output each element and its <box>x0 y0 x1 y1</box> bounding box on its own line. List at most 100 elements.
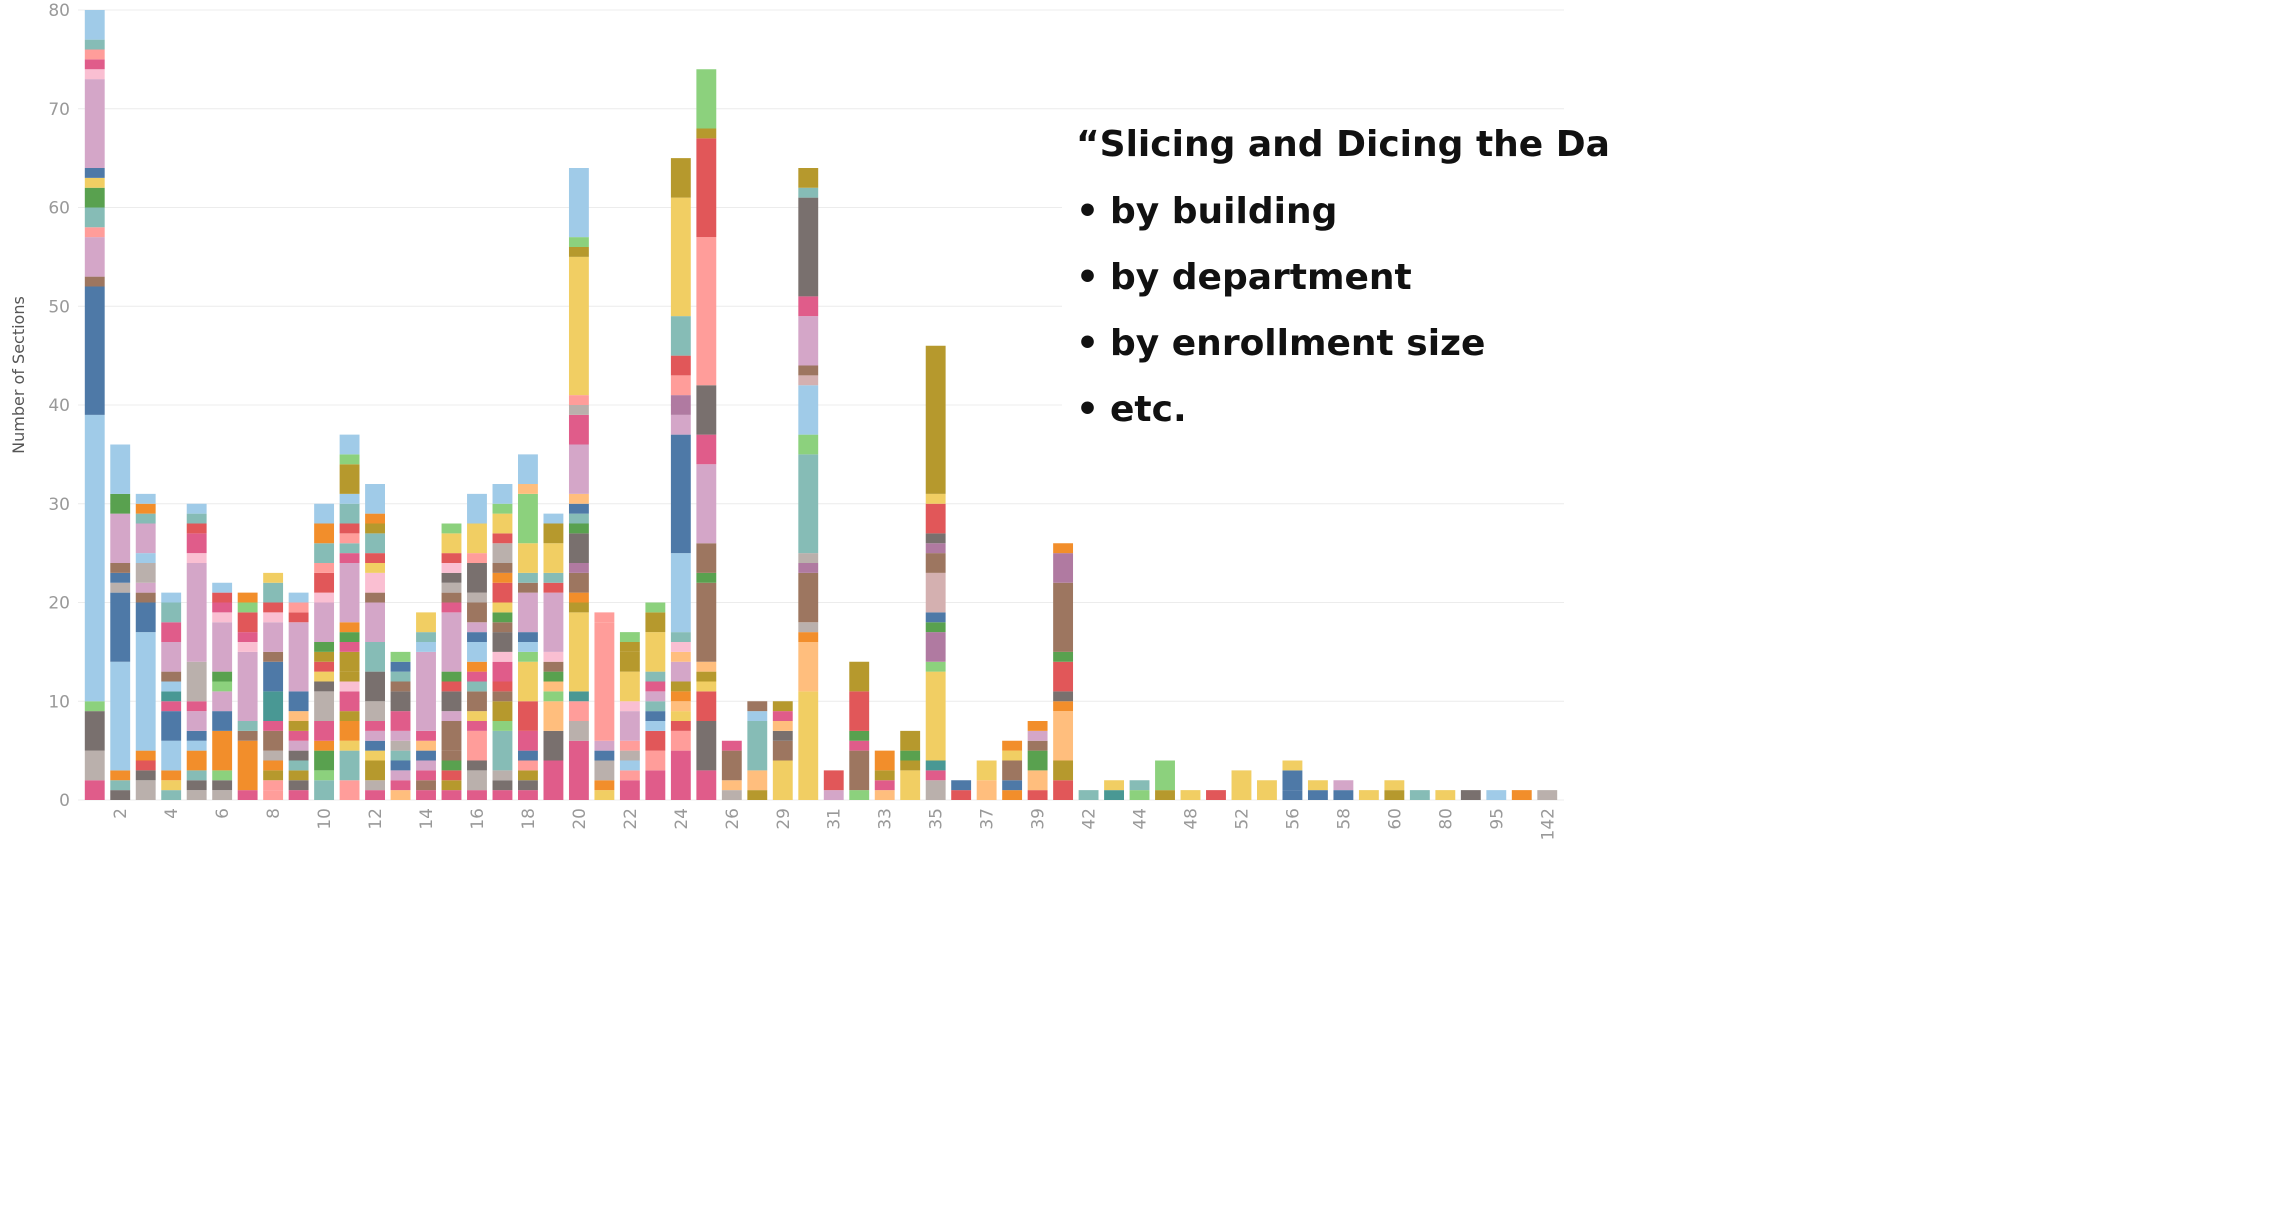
bar-segment <box>441 750 462 761</box>
bar-segment <box>467 523 487 554</box>
callout-item: • by building <box>1076 190 1485 256</box>
x-tick-label: 60 <box>1385 808 1405 830</box>
bar-segment <box>339 543 360 554</box>
bar-segment <box>670 691 691 702</box>
bar-segment <box>619 780 640 800</box>
bar-segment <box>441 780 462 791</box>
bar-segment <box>543 582 564 593</box>
bar-segment <box>161 711 182 741</box>
bar-segment <box>390 671 411 682</box>
bar-segment <box>288 711 309 721</box>
bar-segment <box>492 780 513 791</box>
bar-segment <box>543 592 564 652</box>
bar-segment <box>543 513 564 524</box>
bar-segment <box>1053 543 1074 554</box>
bar-stack <box>1358 790 1379 800</box>
callout-panel: “Slicing and Dicing the Da • by building … <box>1062 118 1622 448</box>
bar-segment <box>161 642 182 672</box>
bar-segment <box>416 612 436 633</box>
bar-segment <box>390 760 411 771</box>
bar-segment <box>212 691 233 712</box>
bar-segment <box>721 780 742 791</box>
bar-segment <box>441 582 462 593</box>
bar-segment <box>925 345 946 494</box>
bar-segment <box>874 780 895 791</box>
bar-segment <box>339 711 360 721</box>
x-tick-label: 33 <box>876 808 896 830</box>
bar-segment <box>467 622 487 633</box>
bar-segment <box>314 750 335 771</box>
bar-segment <box>212 790 233 800</box>
bar-stack <box>1307 780 1328 800</box>
bar-segment <box>543 681 564 692</box>
bar-segment <box>212 770 233 781</box>
bar-segment <box>441 790 462 800</box>
bar-stack <box>1511 790 1532 800</box>
bar-segment <box>798 168 819 188</box>
bar-segment <box>84 780 105 800</box>
bar-segment <box>696 770 717 800</box>
bar-stack <box>186 503 207 800</box>
x-tick-label: 8 <box>264 808 284 819</box>
bar-segment <box>314 592 335 603</box>
bar-segment <box>568 592 589 603</box>
bar-segment <box>492 484 513 504</box>
x-tick-label: 52 <box>1232 808 1252 830</box>
bar-segment <box>568 513 589 524</box>
bar-segment <box>314 681 335 692</box>
bar-segment <box>1027 730 1048 741</box>
bar-segment <box>441 572 462 583</box>
bar-segment <box>161 592 182 603</box>
bar-segment <box>84 79 105 168</box>
bar-segment <box>1333 780 1354 791</box>
bar-segment <box>186 563 207 662</box>
bar-segment <box>645 602 666 613</box>
bar-segment <box>263 651 284 662</box>
bar-segment <box>441 770 462 781</box>
bar-segment <box>390 750 411 761</box>
bar-segment <box>1027 750 1048 771</box>
bar-segment <box>161 622 182 642</box>
bar-segment <box>339 434 360 455</box>
bar-stack <box>1282 760 1303 800</box>
bar-segment <box>390 770 411 781</box>
bar-stack <box>1180 790 1201 800</box>
x-tick-label: 12 <box>366 808 386 830</box>
bar-segment <box>339 563 360 623</box>
bar-segment <box>772 730 793 741</box>
bar-segment <box>518 701 538 731</box>
bar-segment <box>135 770 156 781</box>
bar-segment <box>798 296 819 317</box>
bar-segment <box>543 691 564 702</box>
bar-segment <box>365 523 385 534</box>
bar-segment <box>84 168 105 178</box>
bar-segment <box>492 602 513 613</box>
bar-segment <box>518 592 538 633</box>
callout-item-label: etc. <box>1110 389 1187 430</box>
bar-segment <box>339 681 360 692</box>
bar-segment <box>1053 661 1074 692</box>
callout-item-label: by department <box>1110 257 1412 298</box>
x-tick-label: 2 <box>111 808 131 819</box>
bar-segment <box>594 790 615 800</box>
bar-segment <box>390 790 411 800</box>
bar-segment <box>670 197 691 317</box>
bar-segment <box>1155 790 1175 800</box>
bar-segment <box>492 632 513 652</box>
bar-segment <box>288 730 309 741</box>
bar-segment <box>467 661 487 672</box>
bar-segment <box>186 770 207 781</box>
bar-segment <box>951 790 972 800</box>
bar-stack <box>798 168 819 800</box>
bar-segment <box>849 790 870 800</box>
bar-segment <box>263 790 284 800</box>
x-tick-label: 16 <box>468 808 488 830</box>
bar-segment <box>441 760 462 771</box>
bar-segment <box>1027 790 1048 800</box>
bar-segment <box>186 661 207 702</box>
bar-segment <box>670 681 691 692</box>
bar-segment <box>772 721 793 731</box>
bar-segment <box>645 770 666 800</box>
bar-stack <box>84 10 105 800</box>
bar-segment <box>339 780 360 800</box>
